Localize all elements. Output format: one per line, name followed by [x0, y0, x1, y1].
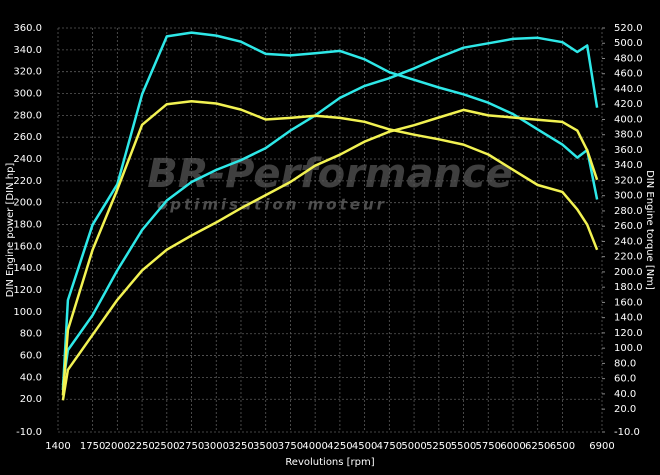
- x-tick-label: 4000: [302, 441, 327, 452]
- x-tick-label: 3000: [204, 441, 229, 452]
- y2-tick-label: 240.0: [614, 236, 643, 247]
- y-tick-label: 140.0: [13, 263, 42, 274]
- x-tick-label: 3500: [253, 441, 278, 452]
- x-tick-label: 1750: [80, 441, 105, 452]
- y-axis-label: DIN Engine power [DIN hp]: [5, 163, 16, 298]
- x-tick-label: 6900: [589, 441, 614, 452]
- y2-tick-label: 60.0: [614, 374, 636, 385]
- y2-tick-label: 280.0: [614, 206, 643, 217]
- x-tick-label: 2750: [179, 441, 204, 452]
- series-line: [61, 36, 599, 386]
- y2-tick-label: 180.0: [614, 282, 643, 293]
- series-line: [61, 31, 599, 391]
- y2-tick-label: 200.0: [614, 267, 643, 278]
- y-tick-label: 120.0: [13, 285, 42, 296]
- y2-tick-label: 500.0: [614, 38, 643, 49]
- y-tick-label: 20.0: [20, 394, 42, 405]
- y2-tick-label: 400.0: [614, 114, 643, 125]
- y-tick-label: 220.0: [13, 176, 42, 187]
- y-tick-label: 260.0: [13, 132, 42, 143]
- series-line: [61, 108, 599, 401]
- y-tick-label: 320.0: [13, 67, 42, 78]
- x-tick-label: 4750: [377, 441, 402, 452]
- y-tick-label: 40.0: [20, 372, 42, 383]
- y2-tick-label: 320.0: [614, 175, 643, 186]
- x-tick-label: 5500: [451, 441, 476, 452]
- y-tick-label: 360.0: [13, 23, 42, 34]
- x-tick-label: 3250: [228, 441, 253, 452]
- y-tick-label: 180.0: [13, 220, 42, 231]
- x-tick-label: 5750: [476, 441, 501, 452]
- y-tick-label: 200.0: [13, 198, 42, 209]
- y-tick-label: 160.0: [13, 241, 42, 252]
- x-tick-label: 5250: [426, 441, 451, 452]
- y2-tick-label: 220.0: [614, 252, 643, 263]
- y2-tick-label: 120.0: [614, 328, 643, 339]
- y2-tick-label: 260.0: [614, 221, 643, 232]
- x-axis-label: Revolutions [rpm]: [285, 457, 374, 468]
- y2-tick-label: 480.0: [614, 53, 643, 64]
- y2-tick-label: 420.0: [614, 99, 643, 110]
- x-tick-label: 1400: [45, 441, 70, 452]
- y-tick-label: 340.0: [13, 45, 42, 56]
- y2-tick-label: 520.0: [614, 23, 643, 34]
- x-tick-label: 6000: [500, 441, 525, 452]
- y2-tick-label: 20.0: [614, 404, 636, 415]
- x-tick-label: 2000: [105, 441, 130, 452]
- y-tick-label: 80.0: [20, 329, 42, 340]
- y2-tick-label: 40.0: [614, 389, 636, 400]
- y2-tick-label: 160.0: [614, 297, 643, 308]
- y2-tick-label: 80.0: [614, 358, 636, 369]
- x-tick-label: 2500: [154, 441, 179, 452]
- y2-tick-label: 300.0: [614, 191, 643, 202]
- y-tick-label: 300.0: [13, 89, 42, 100]
- x-tick-label: 4500: [352, 441, 377, 452]
- watermark-subtitle: optimisation moteur: [157, 196, 387, 214]
- y-tick-label: 100.0: [13, 307, 42, 318]
- y2-tick-label: 440.0: [614, 84, 643, 95]
- y2-axis-label: DIN Engine torque [Nm]: [644, 170, 655, 290]
- x-tick-label: 4250: [327, 441, 352, 452]
- y2-tick-label: -10.0: [614, 427, 640, 438]
- y-tick-label: -10.0: [16, 427, 42, 438]
- x-tick-label: 5000: [401, 441, 426, 452]
- y2-tick-label: 140.0: [614, 313, 643, 324]
- x-tick-label: 2250: [129, 441, 154, 452]
- y-tick-label: 240.0: [13, 154, 42, 165]
- y2-tick-label: 340.0: [614, 160, 643, 171]
- y-tick-label: 280.0: [13, 110, 42, 121]
- x-tick-label: 6250: [525, 441, 550, 452]
- y2-tick-label: 360.0: [614, 145, 643, 156]
- x-tick-label: 6500: [550, 441, 575, 452]
- y2-tick-label: 380.0: [614, 130, 643, 141]
- y2-tick-label: 460.0: [614, 69, 643, 80]
- series-line: [61, 99, 599, 396]
- y-tick-label: 60.0: [20, 351, 42, 362]
- x-tick-label: 3750: [278, 441, 303, 452]
- y2-tick-label: 100.0: [614, 343, 643, 354]
